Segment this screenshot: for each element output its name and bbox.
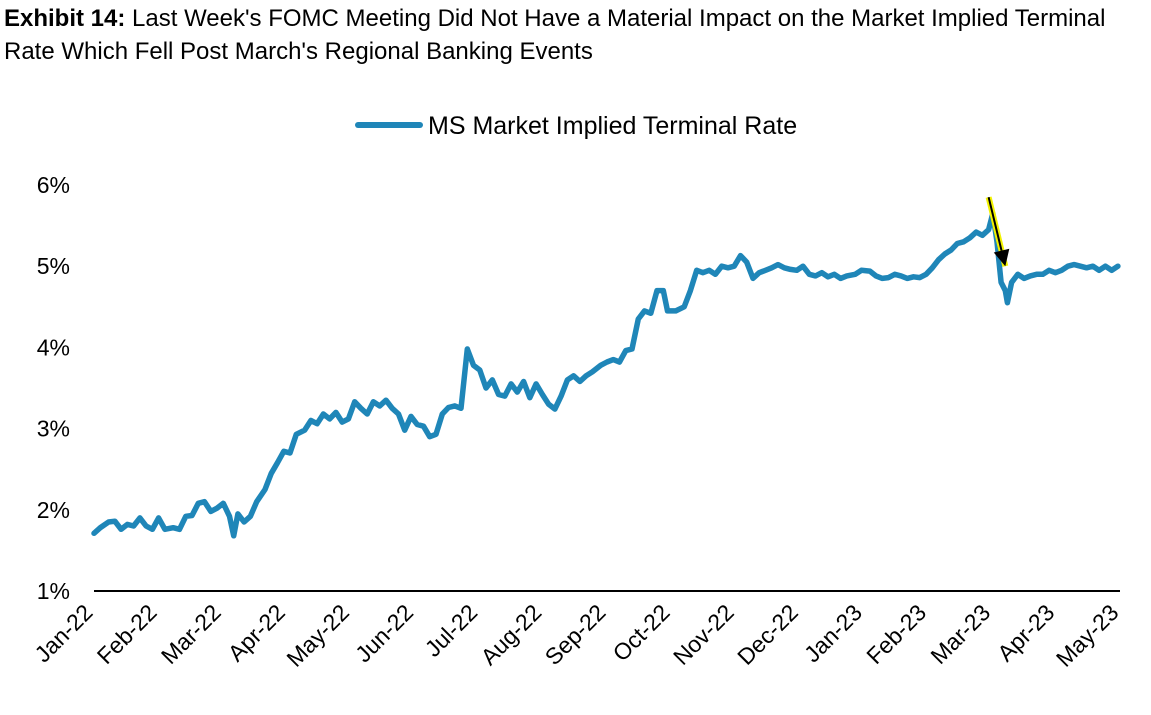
- y-tick-label: 5%: [37, 253, 70, 279]
- x-tick-label: Mar-22: [156, 599, 226, 669]
- exhibit-label: Exhibit 14:: [4, 5, 126, 32]
- x-tick-label: Nov-22: [668, 599, 739, 670]
- chart-title: Exhibit 14: Last Week's FOMC Meeting Did…: [4, 2, 1144, 68]
- y-tick-label: 4%: [37, 334, 70, 360]
- x-tick-label: May-23: [1051, 599, 1124, 672]
- legend-label: MS Market Implied Terminal Rate: [428, 112, 797, 140]
- legend: MS Market Implied Terminal Rate: [355, 112, 797, 140]
- x-tick-label: Sep-22: [540, 599, 611, 670]
- x-tick-label: Jan-23: [799, 599, 867, 667]
- x-tick-label: Feb-22: [92, 599, 162, 669]
- y-tick-label: 2%: [37, 497, 70, 523]
- x-tick-label: Feb-23: [861, 599, 931, 669]
- series-line-terminal-rate: [91, 210, 1121, 539]
- x-tick-label: May-22: [281, 599, 354, 672]
- y-tick-label: 3%: [37, 416, 70, 442]
- x-tick-label: Jan-22: [29, 599, 97, 667]
- x-tick-label: Apr-23: [992, 599, 1059, 666]
- x-tick-label: Jul-22: [420, 599, 483, 662]
- arrow-shaft: [987, 196, 1003, 251]
- arrow-head: [993, 248, 1010, 267]
- title-text: Last Week's FOMC Meeting Did Not Have a …: [4, 5, 1106, 65]
- annotation-arrow: [985, 196, 1010, 267]
- x-tick-label: Apr-22: [223, 599, 290, 666]
- x-tick-label: Oct-22: [607, 599, 674, 666]
- x-tick-label: Aug-22: [476, 599, 547, 670]
- y-axis-ticks: 6% 5% 4% 3% 2% 1%: [37, 172, 70, 604]
- x-tick-label: Jun-22: [350, 599, 418, 667]
- y-tick-label: 1%: [37, 578, 70, 604]
- x-tick-label: Mar-23: [925, 599, 995, 669]
- x-tick-label: Dec-22: [732, 599, 803, 670]
- y-tick-label: 6%: [37, 172, 70, 198]
